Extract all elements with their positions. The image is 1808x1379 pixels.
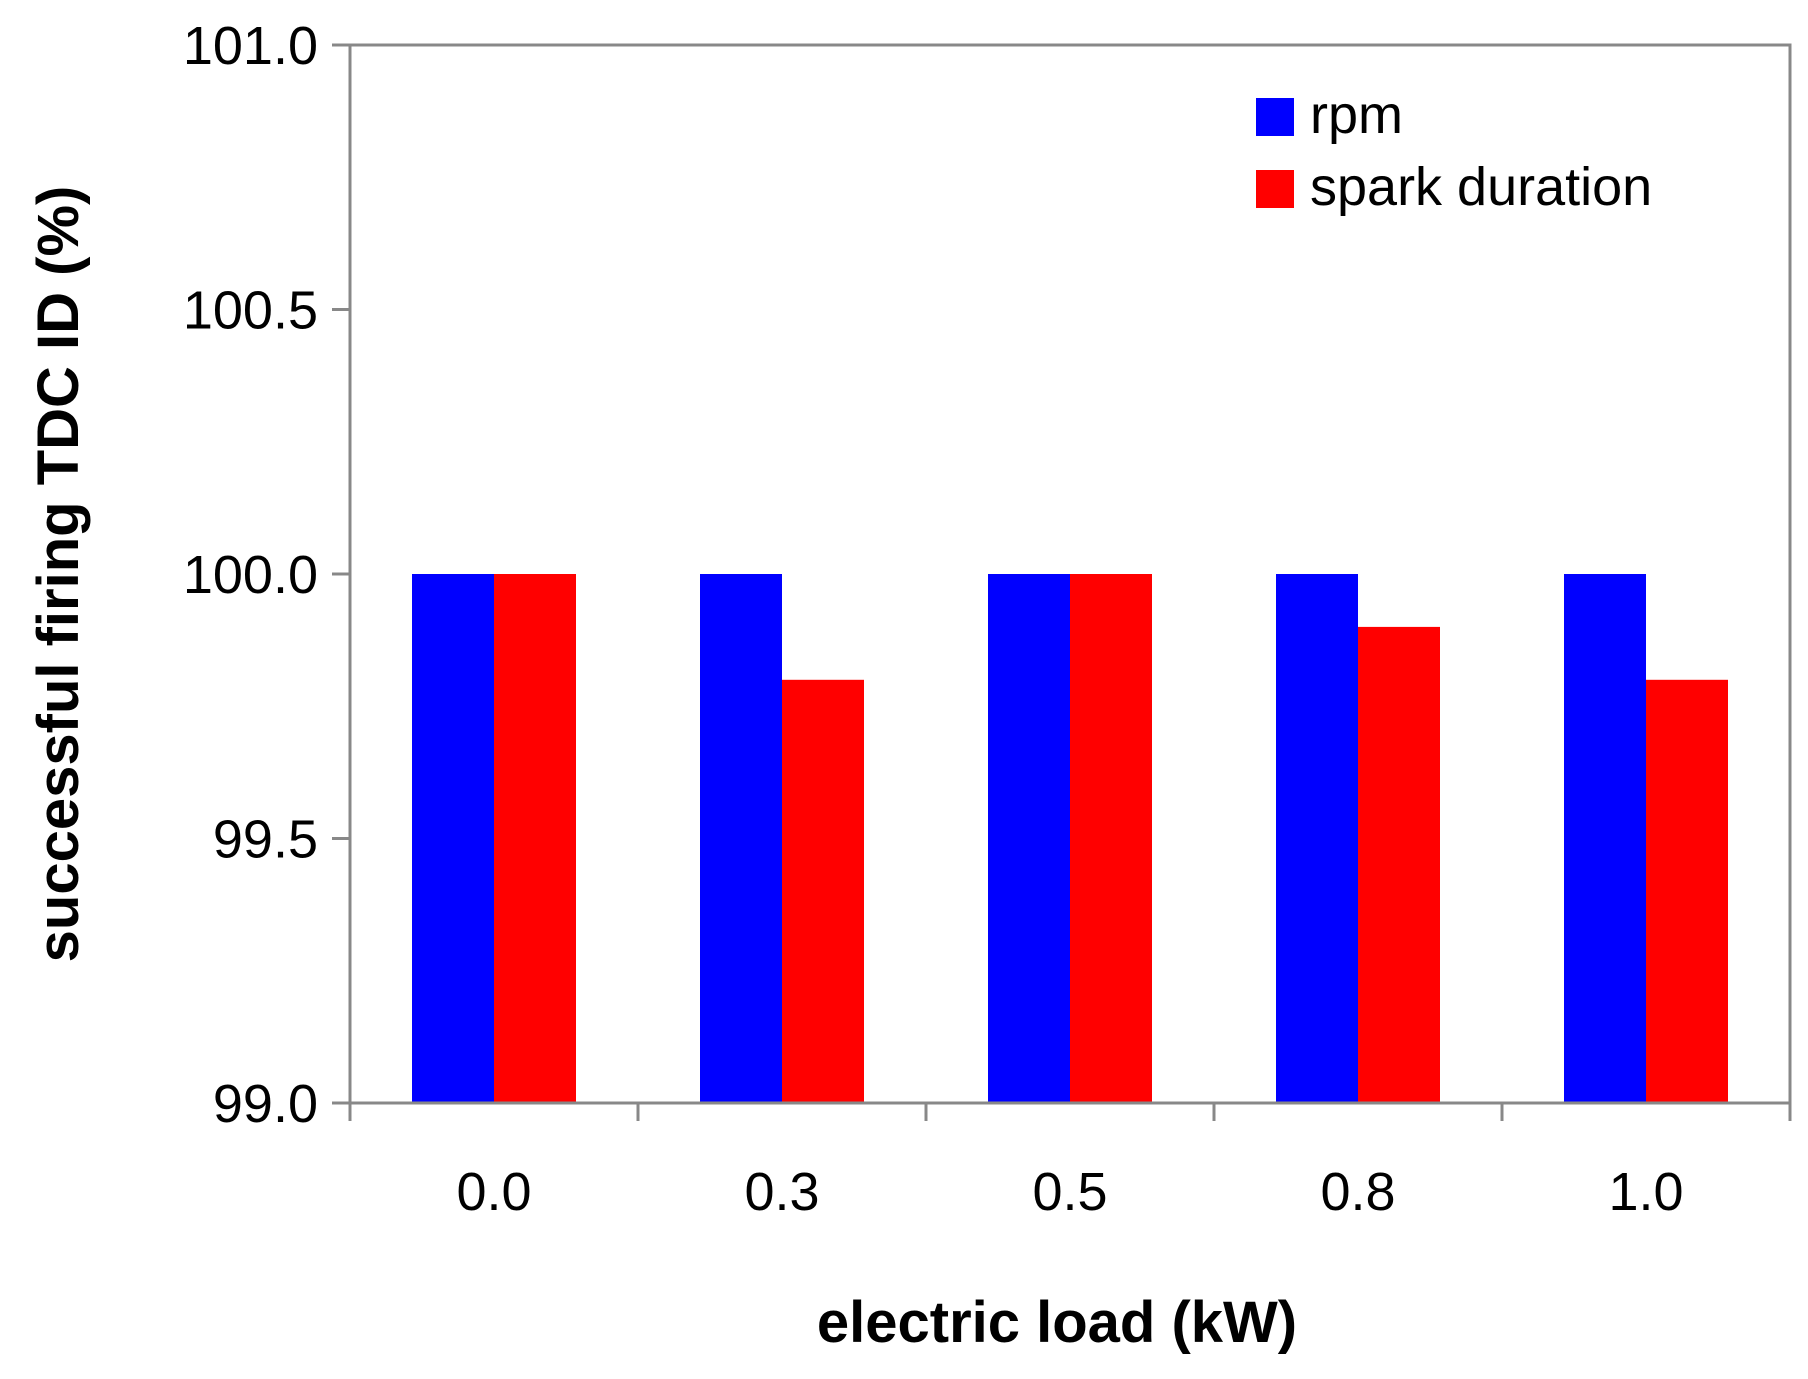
bar-rpm-0.5 (988, 574, 1070, 1103)
x-tick-label: 0.0 (456, 1162, 531, 1222)
bar-rpm-0.0 (412, 574, 494, 1103)
bars-layer (412, 574, 1728, 1103)
x-tick-label: 1.0 (1608, 1162, 1683, 1222)
legend: rpm spark duration (1256, 85, 1652, 217)
x-tick-label: 0.8 (1320, 1162, 1395, 1222)
legend-swatch-rpm (1256, 98, 1294, 136)
legend-swatch-spark-duration (1256, 170, 1294, 208)
y-tick-label: 100.0 (183, 545, 318, 605)
bar-rpm-0.8 (1276, 574, 1358, 1103)
labels-layer: 99.0 99.5 100.0 100.5 101.0 0.0 0.3 0.5 0.8 1.0 (183, 16, 1684, 1222)
bar-spark-duration-0.5 (1070, 574, 1152, 1103)
x-tick-label: 0.5 (1032, 1162, 1107, 1222)
bar-spark-duration-1.0 (1646, 679, 1728, 1103)
x-axis-title: electric load (kW) (817, 1290, 1297, 1355)
bar-spark-duration-0.8 (1358, 626, 1440, 1103)
ticks-layer (332, 43, 1792, 1121)
plot-border (348, 43, 1792, 1105)
legend-label-spark-duration: spark duration (1310, 157, 1652, 217)
bar-rpm-0.3 (700, 574, 782, 1103)
bar-rpm-1.0 (1564, 574, 1646, 1103)
legend-label-rpm: rpm (1310, 85, 1403, 145)
y-tick-label: 101.0 (183, 16, 318, 76)
y-tick-label: 99.5 (213, 810, 318, 870)
bar-spark-duration-0.3 (782, 679, 864, 1103)
bar-spark-duration-0.0 (494, 574, 576, 1103)
y-tick-label: 99.0 (213, 1074, 318, 1134)
y-tick-label: 100.5 (183, 281, 318, 341)
x-tick-label: 0.3 (744, 1162, 819, 1222)
y-axis-title: successful firing TDC ID (%) (26, 186, 91, 963)
